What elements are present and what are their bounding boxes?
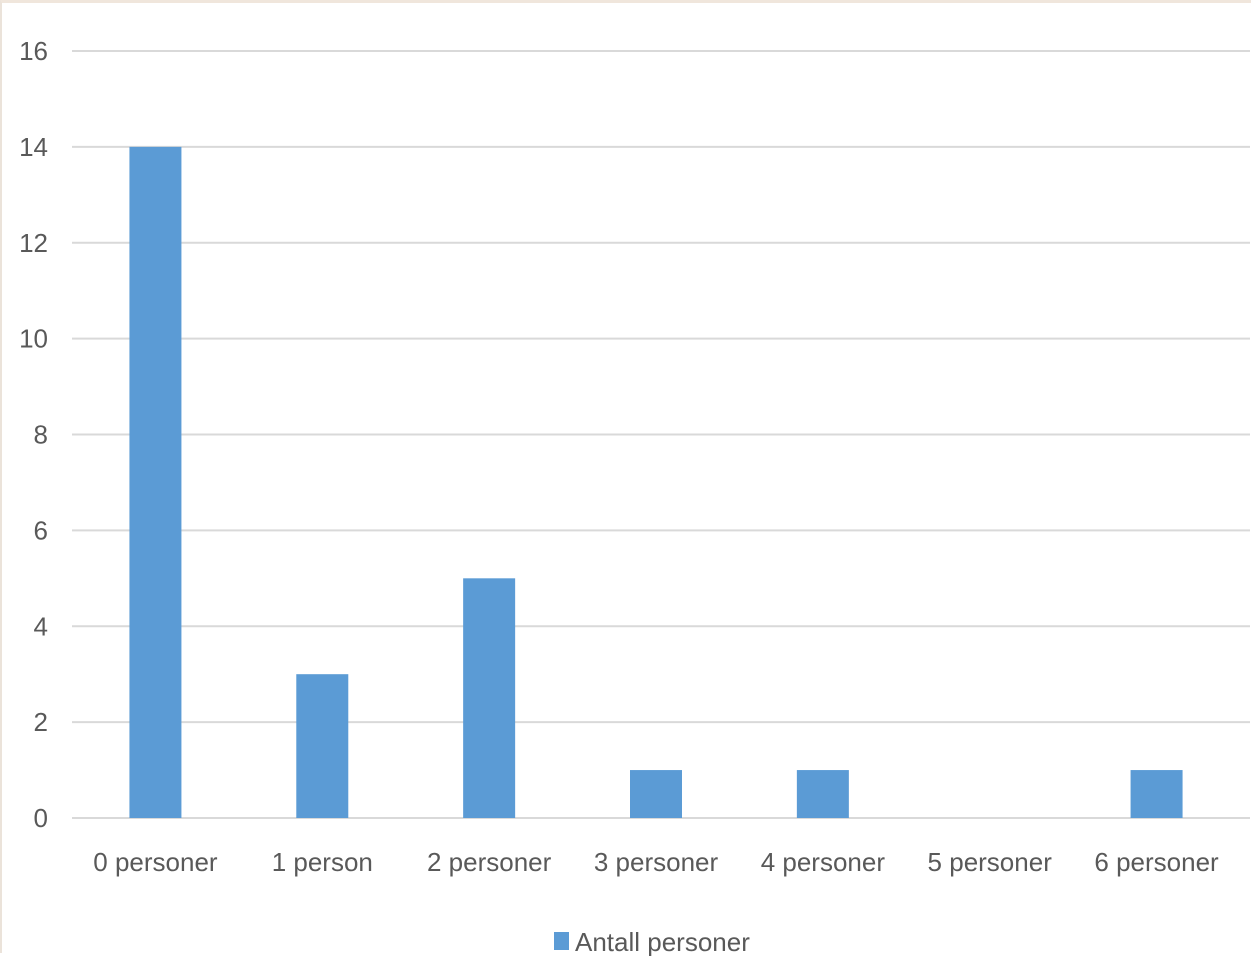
bar (463, 578, 516, 818)
legend: Antall personer (554, 927, 750, 956)
gridlines (72, 50, 1250, 819)
x-tick-label: 1 person (272, 847, 373, 877)
x-tick-label: 4 personer (761, 847, 886, 877)
bar (796, 770, 849, 818)
legend-label: Antall personer (575, 927, 750, 956)
bar (1130, 770, 1183, 818)
x-axis-ticks: 0 personer 1 person 2 personer 3 personer 4 … (93, 847, 1219, 877)
y-tick-label: 10 (19, 324, 48, 354)
x-tick-label: 6 personer (1094, 847, 1219, 877)
y-tick-label: 4 (34, 611, 48, 641)
bar-chart: 0 2 4 6 8 10 12 14 16 0 personer 1 person 2 person… (19, 36, 1250, 956)
y-axis-ticks: 0 2 4 6 8 10 12 14 16 (19, 36, 48, 833)
y-tick-label: 2 (34, 707, 48, 737)
x-tick-label: 2 personer (427, 847, 552, 877)
y-tick-label: 0 (34, 803, 48, 833)
y-tick-label: 6 (34, 515, 48, 545)
y-tick-label: 14 (19, 132, 48, 162)
x-tick-label: 0 personer (93, 847, 218, 877)
x-tick-label: 3 personer (594, 847, 719, 877)
y-tick-label: 16 (19, 36, 48, 66)
x-tick-label: 5 personer (928, 847, 1053, 877)
y-tick-label: 12 (19, 228, 48, 258)
y-tick-label: 8 (34, 420, 48, 450)
legend-swatch (554, 932, 569, 950)
bar (129, 146, 182, 818)
bar (630, 770, 682, 818)
bars (129, 146, 1183, 818)
bar (296, 674, 349, 818)
